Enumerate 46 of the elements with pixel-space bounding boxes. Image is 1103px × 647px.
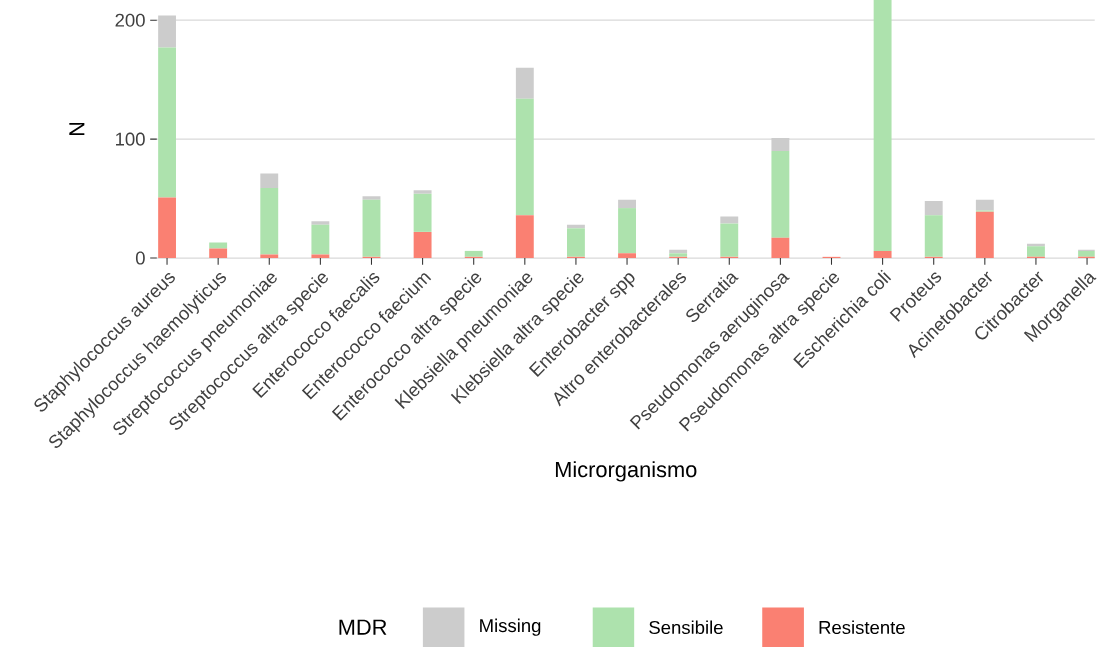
bar xyxy=(362,199,381,257)
bar xyxy=(924,215,943,257)
bar xyxy=(771,137,790,151)
bar xyxy=(260,173,279,188)
bar xyxy=(413,190,432,194)
bar xyxy=(413,193,432,232)
bar xyxy=(1027,246,1045,257)
bar xyxy=(515,215,534,258)
bar xyxy=(158,197,176,258)
bar xyxy=(873,250,892,258)
bar xyxy=(975,199,994,211)
bar xyxy=(515,67,534,99)
bar xyxy=(975,211,994,258)
x-axis-title: Microrganismo xyxy=(555,461,697,482)
y-axis-title: N xyxy=(69,122,85,136)
bar xyxy=(1078,250,1095,257)
bar xyxy=(464,250,483,257)
y-tick-label: 100 xyxy=(116,132,145,146)
legend-label: Sensibile xyxy=(649,620,723,635)
bar xyxy=(311,221,330,225)
bar xyxy=(311,224,330,255)
bar xyxy=(209,242,228,249)
bar xyxy=(413,231,432,258)
legend-label: Missing xyxy=(480,618,541,636)
bar xyxy=(771,150,790,238)
bar xyxy=(209,248,228,258)
bar xyxy=(311,254,330,258)
bar xyxy=(618,253,636,258)
bar xyxy=(720,216,739,224)
bar xyxy=(618,199,636,209)
bar xyxy=(362,196,381,200)
legend-title: MDR xyxy=(339,619,387,635)
bar xyxy=(720,223,739,257)
bar xyxy=(873,0,892,251)
bar xyxy=(515,98,534,216)
y-tick-label: 200 xyxy=(115,13,145,27)
legend-label: Resistente xyxy=(819,620,905,635)
y-tick-label: 0 xyxy=(135,251,145,265)
bar xyxy=(924,200,943,216)
bar xyxy=(158,15,176,48)
bar xyxy=(260,187,279,255)
bar xyxy=(260,254,279,258)
bar xyxy=(158,47,176,198)
bar xyxy=(618,208,636,254)
bar xyxy=(566,228,585,257)
bar xyxy=(771,237,790,258)
